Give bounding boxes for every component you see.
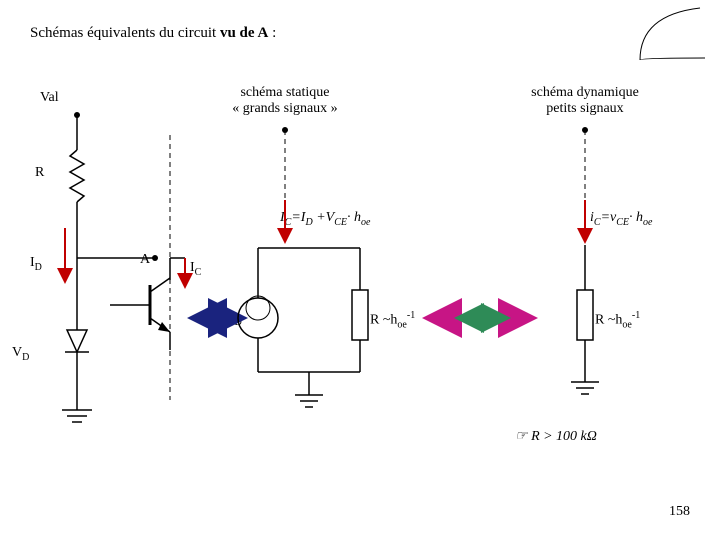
circuit-diagram <box>0 0 720 540</box>
